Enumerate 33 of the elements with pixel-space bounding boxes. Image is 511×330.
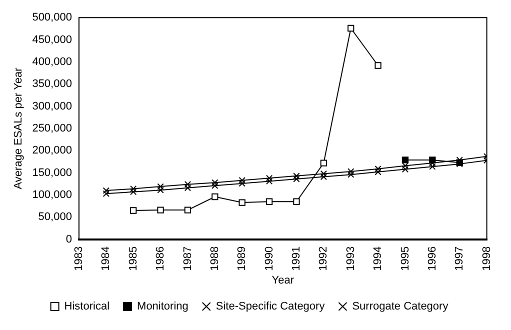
legend-label: Monitoring <box>137 300 188 313</box>
x-tick-label: 1983 <box>72 246 85 271</box>
y-tick-label: 200,000 <box>32 144 72 157</box>
y-tick-label: 450,000 <box>32 34 72 46</box>
x-tick-label: 1992 <box>318 246 330 271</box>
legend-label: Site-Specific Category <box>216 300 326 313</box>
legend-label: Surrogate Category <box>352 300 449 313</box>
y-tick-label: 0 <box>66 233 72 246</box>
x-tick-label: 1996 <box>426 246 438 271</box>
x-axis-title: Year <box>272 274 294 286</box>
y-tick-label: 350,000 <box>32 78 72 90</box>
x-tick-label: 1987 <box>182 246 194 271</box>
x-tick-label: 1991 <box>290 246 303 271</box>
y-tick-label: 300,000 <box>32 100 72 112</box>
legend-label: Historical <box>64 300 110 313</box>
y-tick-label: 250,000 <box>32 122 72 134</box>
x-tick-label: 1995 <box>399 246 412 271</box>
y-tick-label: 50,000 <box>38 211 72 224</box>
y-tick-label: 500,000 <box>32 12 72 24</box>
x-tick-label: 1993 <box>344 246 357 271</box>
x-tick-label: 1998 <box>480 246 493 271</box>
x-tick-label: 1986 <box>154 246 167 271</box>
y-tick-label: 400,000 <box>32 56 72 68</box>
y-tick-label: 100,000 <box>32 189 72 202</box>
y-axis-title: Average ESALs per Year <box>12 67 25 190</box>
x-tick-label: 1989 <box>236 246 248 271</box>
y-tick-label: 150,000 <box>32 166 72 179</box>
x-tick-label: 1997 <box>454 246 466 271</box>
x-tick-label: 1984 <box>100 246 112 271</box>
x-tick-label: 1990 <box>263 246 276 271</box>
x-tick-label: 1988 <box>208 246 221 271</box>
x-tick-label: 1985 <box>127 246 140 271</box>
x-tick-label: 1994 <box>372 246 384 271</box>
